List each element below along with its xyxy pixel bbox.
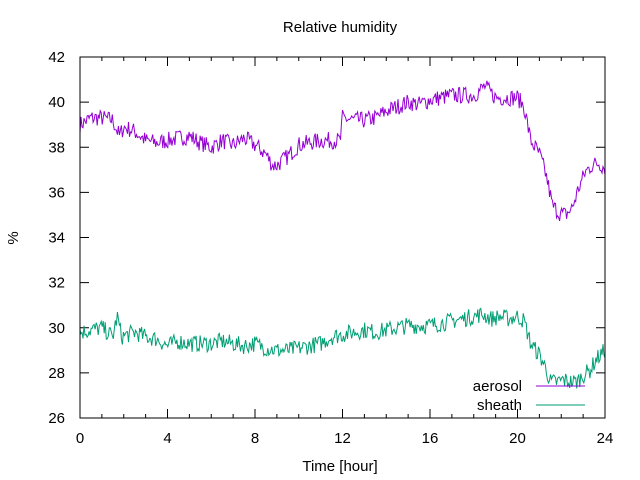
x-tick-label: 24 [597, 430, 614, 447]
x-tick-label: 20 [509, 430, 526, 447]
series-lines [79, 80, 606, 389]
plot-frame [79, 56, 606, 419]
x-tick-label: 12 [334, 430, 351, 447]
y-tick-label: 36 [48, 184, 65, 201]
y-tick-label: 30 [48, 320, 65, 337]
x-tick-label: 0 [76, 430, 84, 447]
y-tick-label: 32 [48, 275, 65, 292]
y-axis-label: % [5, 231, 22, 244]
x-axis-label: Time [hour] [302, 458, 377, 475]
chart-title: Relative humidity [283, 19, 398, 36]
legend-label-aerosol: aerosol [473, 378, 522, 395]
x-tick-label: 16 [422, 430, 439, 447]
x-tick-label: 8 [251, 430, 259, 447]
y-tick-label: 26 [48, 410, 65, 427]
legend: aerosol sheath [473, 378, 585, 414]
y-tick-label: 40 [48, 94, 65, 111]
y-tick-label: 34 [48, 230, 65, 247]
y-tick-label: 38 [48, 139, 65, 156]
x-tick-label: 4 [163, 430, 171, 447]
series-line-aerosol [79, 80, 606, 222]
legend-label-sheath: sheath [477, 397, 522, 414]
series-line-sheath [79, 307, 606, 389]
y-tick-label: 28 [48, 365, 65, 382]
y-tick-label: 42 [48, 49, 65, 66]
axis-ticks: 0 4 8 12 16 20 24 26 28 30 32 34 36 38 40 42 [48, 49, 613, 447]
